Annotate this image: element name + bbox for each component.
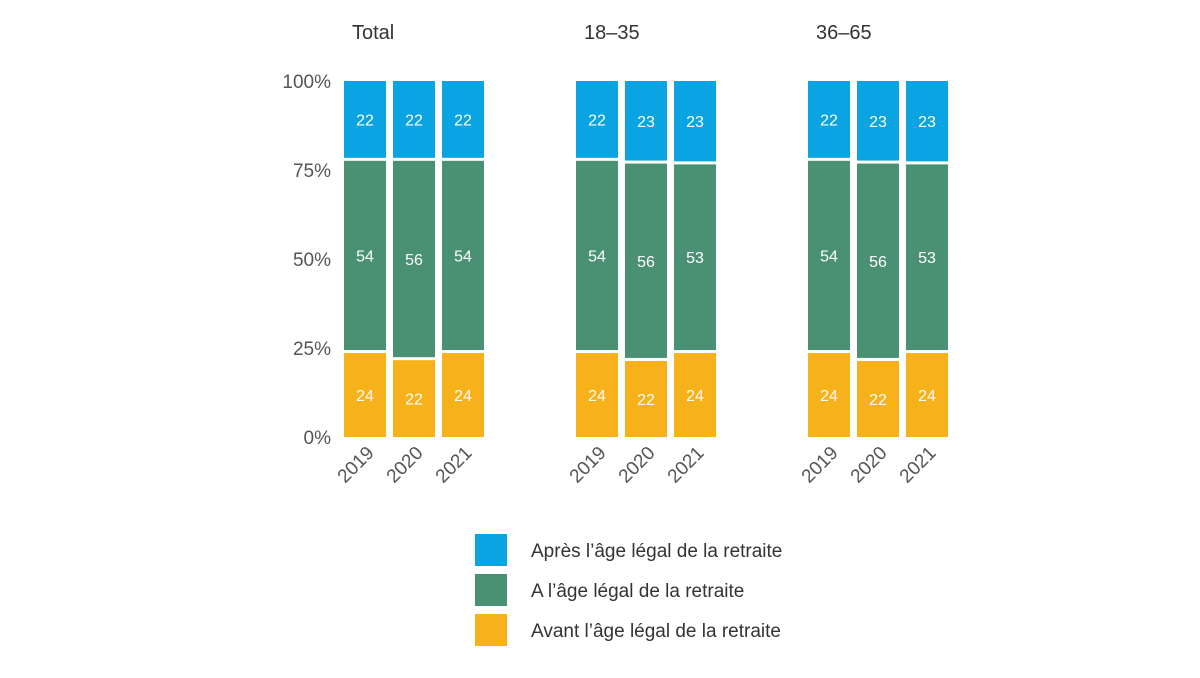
bar-segment [576,353,618,437]
x-tick-label: 2019 [566,443,611,488]
data-label: 23 [869,114,887,131]
bar-segment [906,164,948,351]
bar-segment [906,353,948,437]
data-label: 24 [918,388,936,405]
bar-segment [625,163,667,358]
data-label: 54 [454,248,472,265]
legend-swatch [475,574,507,606]
data-label: 22 [637,392,655,409]
bar-segment [625,360,667,437]
bar-segment [625,81,667,161]
data-label: 53 [686,250,704,267]
chart-panels: Total24542220192256222020245422202118–35… [334,22,948,487]
bar-segment [393,81,435,158]
x-tick-label: 2021 [896,443,941,488]
data-label: 56 [869,254,887,271]
bar-segment [442,160,484,351]
y-tick-label: 100% [282,72,331,93]
x-tick-label: 2021 [432,443,477,488]
bar-segment [393,160,435,358]
x-tick-label: 2019 [334,443,379,488]
bar-segment [344,353,386,437]
bar-segment [674,164,716,351]
legend-label: A l’âge légal de la retraite [531,581,744,602]
data-label: 22 [869,392,887,409]
panel-title: Total [352,22,394,44]
data-label: 22 [405,392,423,409]
legend-swatch [475,614,507,646]
x-tick-label: 2021 [664,443,709,488]
data-label: 56 [405,252,423,269]
data-label: 24 [588,388,606,405]
bar-segment [808,81,850,158]
data-label: 54 [820,248,838,265]
data-label: 24 [686,388,704,405]
legend-label: Après l’âge légal de la retraite [531,541,782,562]
bar-segment [906,81,948,162]
panel-3: 36–65 24 54 22 2019 22 56 23 2020 24 53 23 2021 [798,22,948,487]
panel-title: 36–65 [816,22,872,44]
panel-2: 18–35 24 54 22 2019 22 56 23 2020 24 53 23 2021 [566,22,716,487]
x-tick-label: 2019 [798,443,843,488]
y-tick-label: 75% [293,161,331,182]
data-label: 22 [454,112,472,129]
panel-1: Total 24 54 22 2019 22 56 22 2020 24 54 22 2021 [334,22,484,487]
x-tick-label: 2020 [847,443,892,488]
data-label: 22 [588,112,606,129]
data-label: 24 [356,388,374,405]
bar-segment [576,160,618,351]
data-label: 54 [588,248,606,265]
data-label: 54 [356,248,374,265]
bar-segment [344,160,386,351]
data-label: 22 [356,112,374,129]
bar-segment [808,160,850,351]
bar-segment [576,81,618,158]
x-tick-label: 2020 [383,443,428,488]
bar-segment [442,81,484,158]
data-label: 24 [820,388,838,405]
bar-segment [344,81,386,158]
legend-label: Avant l’âge légal de la retraite [531,621,781,642]
panel-title: 18–35 [584,22,640,44]
legend: Après l’âge légal de la retraite A l’âge … [475,534,782,646]
x-tick-label: 2020 [615,443,660,488]
legend-swatch [475,534,507,566]
bar-segment [857,81,899,161]
data-label: 22 [405,112,423,129]
bar-segment [674,81,716,162]
bar-segment [857,360,899,437]
bar-segment [808,353,850,437]
y-tick-label: 0% [304,428,332,449]
bar-segment [674,353,716,437]
data-label: 22 [820,112,838,129]
data-label: 23 [637,114,655,131]
data-label: 53 [918,250,936,267]
data-label: 24 [454,388,472,405]
bar-segment [442,353,484,437]
data-label: 23 [918,114,936,131]
y-tick-label: 25% [293,339,331,360]
y-axis: 0% 25% 50% 75% 100% [282,72,331,449]
bar-segment [393,360,435,437]
bar-segment [857,163,899,358]
y-tick-label: 50% [293,250,331,271]
data-label: 23 [686,114,704,131]
data-label: 56 [637,254,655,271]
